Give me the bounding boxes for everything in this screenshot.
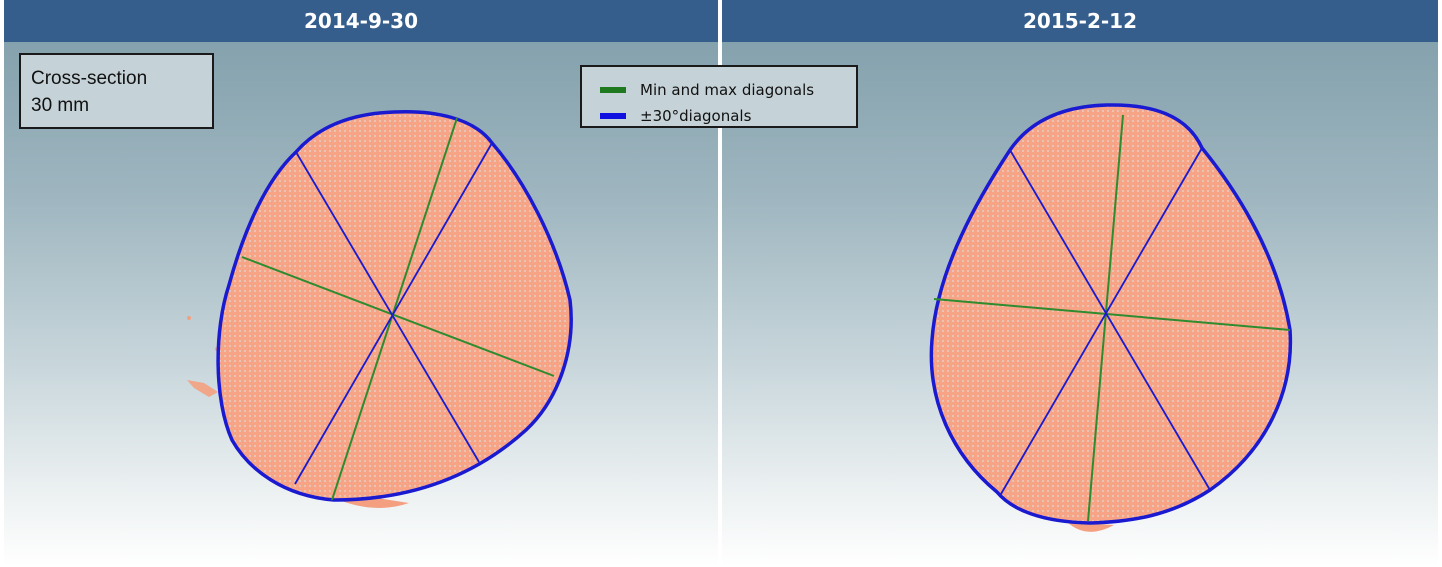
diag30-2-right <box>1000 147 1203 495</box>
info-line-2: 30 mm <box>31 95 90 116</box>
diag30-1 <box>295 151 480 463</box>
legend-label-30deg: ±30°diagonals <box>640 107 752 125</box>
blue-swatch-icon <box>600 113 626 119</box>
cross-section-left <box>187 109 573 508</box>
info-line-1: Cross-section <box>31 68 148 89</box>
tail-right <box>1067 522 1114 532</box>
green-swatch-icon <box>600 87 626 93</box>
legend-label-minmax: Min and max diagonals <box>640 81 815 99</box>
minmax-diagonal-1 <box>331 117 458 501</box>
cross-section-info-box: Cross-section 30 mm <box>19 53 214 129</box>
speckle-dot-1 <box>187 316 191 320</box>
minmax-diagonal-2 <box>241 256 555 377</box>
panel-title-left: 2014-9-30 <box>4 0 718 42</box>
diag30-2 <box>294 142 493 485</box>
minmax-diagonal-1-right <box>1087 114 1124 522</box>
diag30-1-right <box>1009 149 1211 491</box>
legend-item-30deg: ±30°diagonals <box>600 106 751 126</box>
legend: Min and max diagonals ±30°diagonals <box>580 65 858 128</box>
legend-item-minmax: Min and max diagonals <box>600 80 814 100</box>
minmax-diagonal-2-right <box>933 298 1291 331</box>
speckle-left <box>187 380 218 397</box>
cross-section-right <box>929 103 1293 532</box>
panel-title-right: 2015-2-12 <box>722 0 1438 42</box>
